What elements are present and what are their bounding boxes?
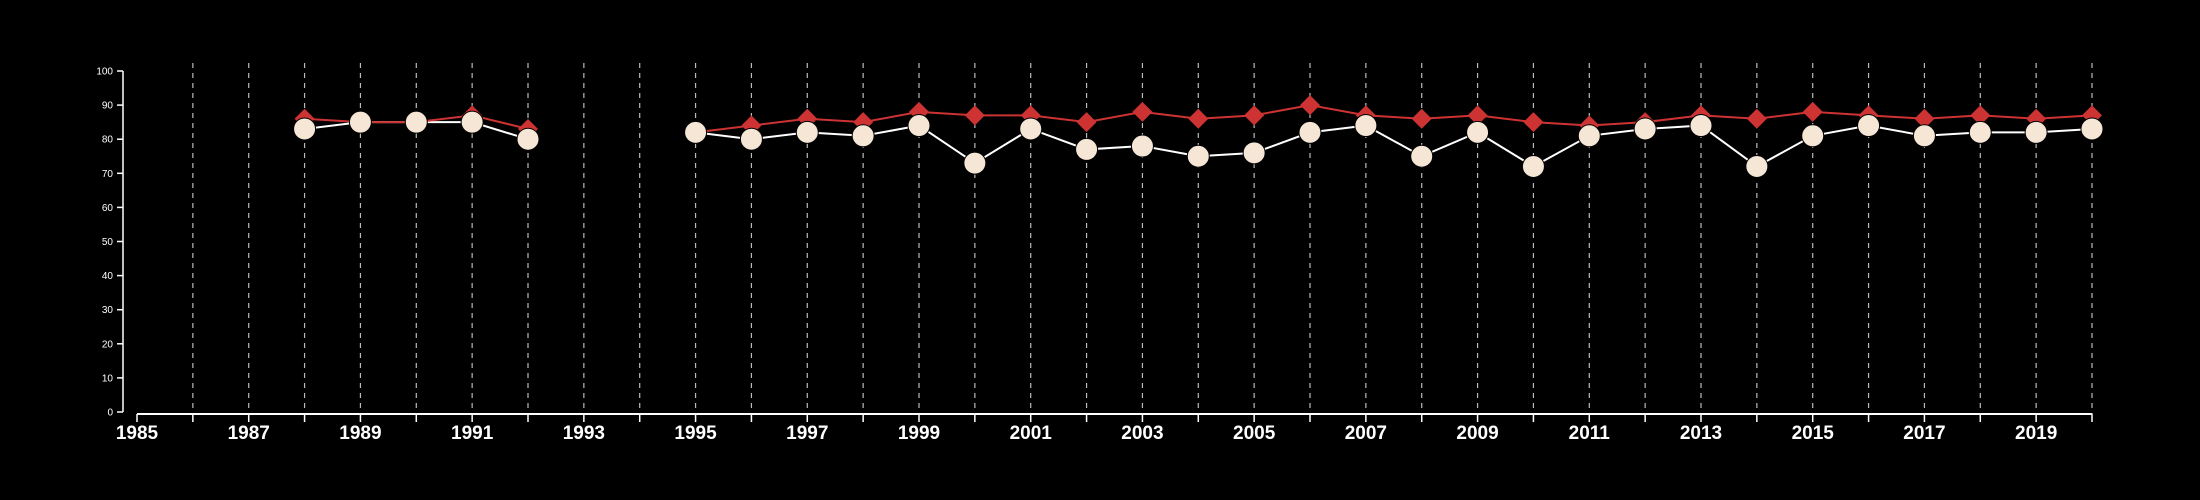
- circle-point-2018: [1968, 120, 1992, 144]
- series-layer: [293, 95, 2104, 178]
- y-tick-label-100: 100: [96, 67, 113, 78]
- x-tick-label-2011: 2011: [1569, 423, 1611, 444]
- y-tick-label-50: 50: [102, 237, 114, 248]
- axes-layer: 0 10 20 30 40 50 60 70 80 90 100 1985 1987 1989 1991 19…: [96, 67, 2093, 444]
- circle-point-1995: [684, 120, 708, 144]
- diamond-point-2003: [1132, 101, 1153, 122]
- circle-point-2008: [1410, 144, 1434, 168]
- circle-point-1997: [795, 120, 819, 144]
- x-tick-label-1985: 1985: [116, 423, 159, 444]
- y-tick-label-20: 20: [102, 339, 114, 350]
- diamond-point-2002: [1076, 112, 1097, 133]
- x-tick-label-2007: 2007: [1345, 423, 1387, 444]
- x-tick-label-1993: 1993: [563, 423, 605, 444]
- circle-point-2007: [1354, 114, 1378, 138]
- circle-point-1988: [293, 117, 317, 141]
- circle-point-1990: [404, 110, 428, 134]
- y-tick-label-10: 10: [102, 373, 114, 384]
- diamond-point-1997: [797, 108, 818, 129]
- diamond-point-2018: [1970, 105, 1991, 126]
- x-tick-label-2017: 2017: [1903, 423, 1945, 444]
- circle-point-2003: [1130, 134, 1154, 158]
- circle-point-2014: [1745, 154, 1769, 178]
- diamond-point-2008: [1411, 108, 1432, 129]
- x-tick-label-1989: 1989: [339, 423, 381, 444]
- x-tick-label-1987: 1987: [228, 423, 270, 444]
- diamond-point-2005: [1244, 105, 1265, 126]
- x-tick-label-2019: 2019: [2015, 423, 2057, 444]
- circle-point-2006: [1298, 120, 1322, 144]
- circle-point-2015: [1801, 124, 1825, 148]
- x-tick-label-2005: 2005: [1233, 423, 1276, 444]
- y-tick-label-90: 90: [102, 101, 114, 112]
- x-tick-label-1999: 1999: [898, 423, 940, 444]
- diamond-point-2015: [1802, 101, 1823, 122]
- x-tick-label-2013: 2013: [1680, 423, 1722, 444]
- circle-point-2019: [2024, 120, 2048, 144]
- circle-point-2000: [963, 151, 987, 175]
- circle-point-1992: [516, 127, 540, 151]
- circle-point-2001: [1019, 117, 1043, 141]
- grid-layer: [192, 63, 2093, 414]
- y-tick-label-40: 40: [102, 271, 114, 282]
- diamond-point-2009: [1467, 105, 1488, 126]
- x-tick-label-2015: 2015: [1792, 423, 1835, 444]
- y-tick-label-80: 80: [102, 135, 114, 146]
- circle-point-2010: [1521, 154, 1545, 178]
- circle-point-2017: [1912, 124, 1936, 148]
- circle-point-2009: [1466, 120, 1490, 144]
- x-tick-label-2009: 2009: [1456, 423, 1498, 444]
- circle-point-2012: [1633, 117, 1657, 141]
- diamond-point-2017: [1914, 108, 1935, 129]
- y-tick-label-0: 0: [107, 408, 113, 419]
- diamond-point-2014: [1746, 108, 1767, 129]
- x-tick-label-2001: 2001: [1010, 423, 1053, 444]
- diamond-point-2004: [1188, 108, 1209, 129]
- circle-point-1999: [907, 114, 931, 138]
- diamond-point-2000: [964, 105, 985, 126]
- circle-point-2005: [1242, 141, 1266, 165]
- circle-point-2004: [1186, 144, 1210, 168]
- circle-point-2002: [1075, 137, 1099, 161]
- x-tick-label-1995: 1995: [674, 423, 717, 444]
- circle-point-2011: [1577, 124, 1601, 148]
- circle-point-1991: [460, 110, 484, 134]
- circle-point-2013: [1689, 114, 1713, 138]
- diamond-point-2010: [1523, 112, 1544, 133]
- y-tick-label-30: 30: [102, 305, 114, 316]
- circle-point-1996: [739, 127, 763, 151]
- x-tick-label-1997: 1997: [786, 423, 828, 444]
- x-tick-label-1991: 1991: [451, 423, 494, 444]
- y-tick-label-60: 60: [102, 203, 114, 214]
- x-tick-label-2003: 2003: [1121, 423, 1163, 444]
- circle-point-1989: [348, 110, 372, 134]
- diamond-point-2019: [2026, 108, 2047, 129]
- circle-point-2016: [1857, 114, 1881, 138]
- diamond-point-2006: [1300, 95, 1320, 116]
- y-tick-label-70: 70: [102, 169, 114, 180]
- circle-point-2020: [2080, 117, 2104, 141]
- circle-point-1998: [851, 124, 875, 148]
